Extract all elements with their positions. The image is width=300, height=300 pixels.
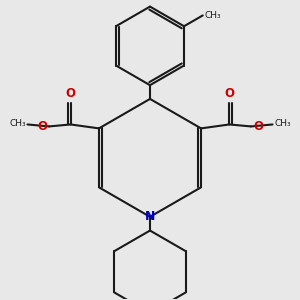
Text: N: N	[145, 210, 155, 223]
Text: O: O	[253, 120, 263, 133]
Text: CH₃: CH₃	[9, 119, 26, 128]
Text: O: O	[37, 120, 47, 133]
Text: CH₃: CH₃	[274, 119, 291, 128]
Text: O: O	[224, 87, 234, 100]
Text: O: O	[66, 87, 76, 100]
Text: CH₃: CH₃	[204, 11, 221, 20]
